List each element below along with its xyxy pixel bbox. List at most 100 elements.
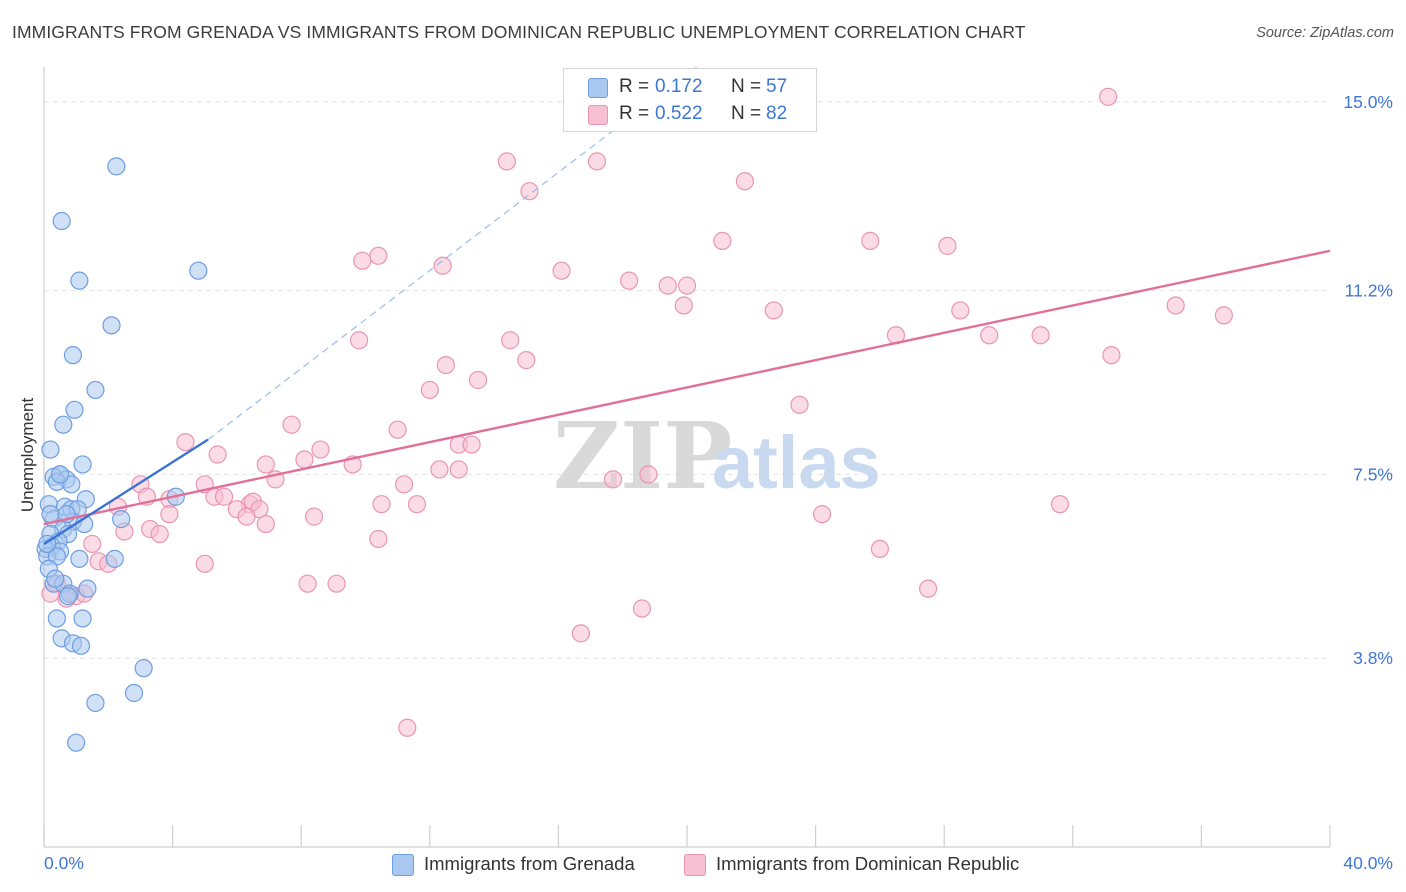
dominican-point [713,231,732,250]
dominican-point [938,236,957,255]
dominican-point [304,507,324,526]
dominican-point [764,301,783,320]
dominican-point [436,355,455,375]
grenada-swatch [588,78,608,98]
dominican-point [214,487,234,506]
dominican-point [420,380,439,400]
dominican-point [282,415,301,434]
dominican-point [812,505,832,524]
y-tick-label: 3.8% [1353,648,1393,668]
dominican-point [372,495,391,514]
dominican-point [587,152,607,171]
y-tick-label: 11.2% [1345,281,1393,301]
grenada-point [46,569,65,588]
dominican-point [407,495,427,514]
bottom-legend-dominican: Immigrants from Dominican Republic [684,852,1064,876]
grenada-point [86,693,105,713]
n-value: 57 [766,76,788,97]
dominican-point [298,574,317,593]
dominican-legend-label: Immigrants from Dominican Republic [716,853,1020,874]
y-axis-label: Unemployment [18,397,37,513]
y-tick-label: 7.5% [1353,464,1393,484]
grenada-point [70,549,89,568]
grenada-legend-label: Immigrants from Grenada [424,853,635,874]
dominican-point [327,574,346,593]
grenada-point [41,505,60,524]
dominican-point [208,445,227,464]
dominican-point [398,718,417,737]
grenada-point [65,400,84,419]
grenada-point [134,659,153,678]
legend-row-grenada: R = 0.172 N = 57 [564,74,816,100]
x-tick-label: 40.0% [1343,853,1393,873]
source-attribution: Source: ZipAtlas.com [1256,25,1394,41]
dominican-point [632,599,652,618]
dominican-point [449,460,468,479]
dominican-point [658,276,677,295]
grenada-trend-line [43,438,209,545]
dominican-point [388,420,407,439]
r-value: 0.522 [655,103,703,124]
grenada-point [105,549,124,568]
tick-labels: 3.8% 7.5% 11.2% 15.0% 0.0% 40.0% [44,92,1393,873]
grenada-point [47,609,66,628]
grenada-point [52,211,71,231]
dominican-point [1099,87,1118,106]
grenada-point [50,465,70,484]
dominican-point [433,256,452,275]
dominican-point [468,370,488,390]
chart-title: IMMIGRANTS FROM GRENADA VS IMMIGRANTS FR… [12,22,1026,42]
watermark-zip: ZIP [553,402,732,510]
dominican-point [83,534,102,554]
dominican-point [256,455,275,474]
dominican-point [870,539,890,559]
r-label: R = [619,76,650,97]
dominican-point [620,271,639,290]
grenada-point [102,316,121,335]
legend-row-dominican: R = 0.522 N = 82 [564,101,816,127]
grenada-point [63,346,83,365]
dominican-point [520,182,539,201]
dominican-point [369,529,388,549]
dominican-point [677,276,697,295]
dominican-point [150,524,169,544]
n-value: 82 [766,103,788,124]
grenada-point [54,415,73,434]
grenada-point [78,579,97,598]
y-tick-label: 15.0% [1343,92,1393,112]
grenada-point [71,636,91,655]
dominican-legend-swatch [684,854,706,876]
grenada-point [59,587,78,606]
dominican-point [552,261,571,280]
dominican-point [861,231,880,250]
x-tick-label: 0.0% [44,853,84,873]
grenada-point [41,440,60,459]
n-label: N = [731,76,762,97]
dominican-point [951,301,970,320]
grenada-point [112,510,131,529]
dominican-point [430,460,449,479]
dominican-swatch [588,105,608,125]
correlation-legend: R = 0.172 N = 57 R = 0.522 N = 82 [563,68,817,132]
dominican-point [1166,296,1185,315]
dominican-point [571,624,591,643]
grenada-series [36,157,208,752]
dominican-point [353,251,372,270]
grenada-point [73,455,92,474]
dominican-trend-line [43,249,1331,526]
gridlines [44,101,1330,659]
n-label: N = [731,103,762,124]
dominican-point [1102,346,1121,365]
dominican-point [462,435,481,454]
dominican-point [639,465,658,484]
dominican-point [980,326,999,345]
dominican-point [1050,495,1070,514]
grenada-point [67,733,86,752]
dominican-point [369,246,388,265]
watermark-atlas: atlas [712,421,881,504]
grenada-legend-swatch [392,854,414,876]
watermark: ZIP atlas [553,402,881,510]
grenada-trend-extension [207,66,698,441]
grenada-point [70,271,89,290]
